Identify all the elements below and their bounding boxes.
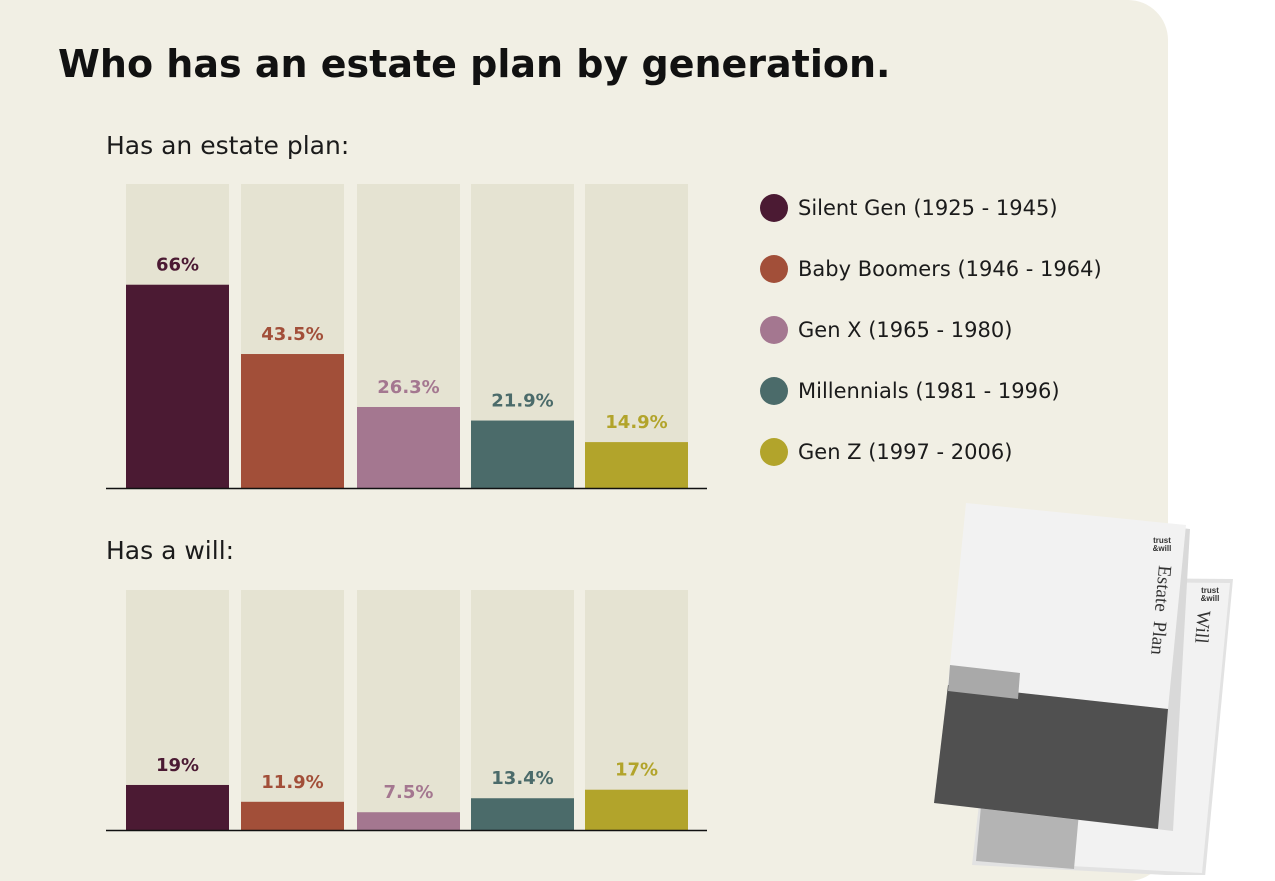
estate-plan-chart-title: Has an estate plan:	[106, 131, 350, 160]
will-bar-millennials	[471, 798, 574, 830]
legend-item-baby-boomers: Baby Boomers (1946 - 1964)	[760, 255, 1102, 283]
will-bar-track-gen-x	[357, 590, 460, 830]
estate-plan-document: trust &will Estate Plan	[934, 503, 1190, 831]
will-document-label: Will	[1190, 610, 1214, 645]
legend-item-millennials: Millennials (1981 - 1996)	[760, 377, 1060, 405]
will-logo: trust	[1201, 586, 1219, 595]
estate-plan-data-label-gen-z: 14.9%	[605, 412, 667, 433]
will-chart-title: Has a will:	[106, 536, 235, 565]
will-bar-silent-gen	[126, 784, 229, 830]
documents-illustration: trust &will Will trust &will Estate Plan	[934, 503, 1233, 875]
estate-plan-data-label-millennials: 21.9%	[491, 391, 553, 412]
will-data-label-millennials: 13.4%	[491, 768, 553, 789]
legend-item-silent-gen: Silent Gen (1925 - 1945)	[760, 194, 1058, 222]
estate-plan-data-label-gen-x: 26.3%	[377, 377, 439, 398]
legend-item-gen-z: Gen Z (1997 - 2006)	[760, 438, 1012, 466]
estate-plan-bar-track-gen-z	[585, 184, 688, 488]
will-data-label-baby-boomers: 11.9%	[261, 772, 323, 793]
will-bar-track-millennials	[471, 590, 574, 830]
estate-plan-bar-baby-boomers	[241, 354, 344, 488]
will-data-label-gen-x: 7.5%	[384, 782, 434, 803]
estate-plan-data-label-baby-boomers: 43.5%	[261, 324, 323, 345]
legend-swatch-silent-gen	[760, 194, 788, 222]
will-data-label-silent-gen: 19%	[156, 755, 199, 776]
legend-label-baby-boomers: Baby Boomers (1946 - 1964)	[798, 257, 1102, 281]
legend-item-gen-x: Gen X (1965 - 1980)	[760, 316, 1012, 344]
estate-plan-bar-gen-x	[357, 406, 460, 488]
will-bar-baby-boomers	[241, 801, 344, 830]
legend-label-millennials: Millennials (1981 - 1996)	[798, 379, 1060, 403]
legend-swatch-baby-boomers	[760, 255, 788, 283]
estate-plan-bar-gen-z	[585, 442, 688, 488]
legend-swatch-millennials	[760, 377, 788, 405]
will-data-label-gen-z: 17%	[615, 760, 658, 781]
legend-label-gen-x: Gen X (1965 - 1980)	[798, 318, 1013, 342]
will-logo-line2: &will	[1201, 594, 1220, 603]
estate-plan-logo: trust	[1153, 536, 1171, 545]
will-bar-track-baby-boomers	[241, 590, 344, 830]
will-bar-gen-z	[585, 789, 688, 830]
estate-plan-bar-millennials	[471, 420, 574, 488]
chart-title: Who has an estate plan by generation.	[58, 42, 891, 86]
will-bar-gen-x	[357, 812, 460, 830]
legend-label-silent-gen: Silent Gen (1925 - 1945)	[798, 196, 1058, 220]
estate-plan-bar-silent-gen	[126, 284, 229, 488]
estate-plan-logo-line2: &will	[1153, 544, 1172, 553]
legend-swatch-gen-z	[760, 438, 788, 466]
legend-label-gen-z: Gen Z (1997 - 2006)	[798, 440, 1013, 464]
legend-swatch-gen-x	[760, 316, 788, 344]
estate-plan-data-label-silent-gen: 66%	[156, 255, 199, 276]
